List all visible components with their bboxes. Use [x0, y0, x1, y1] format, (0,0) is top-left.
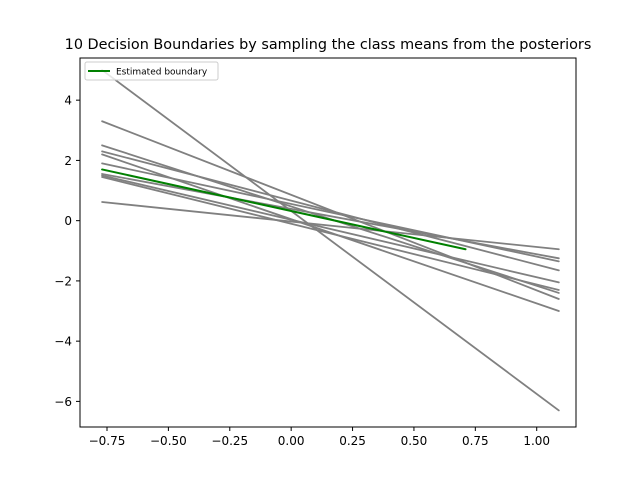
x-axis: −0.75 −0.50 −0.25 0.00 0.25 0.50 0.75 1.00 — [89, 427, 550, 448]
sample-boundary-line-4 — [101, 150, 560, 272]
legend-label-estimated-boundary: Estimated boundary — [116, 68, 208, 78]
legend-box — [84, 61, 219, 81]
chart-title: 10 Decision Boundaries by sampling the c… — [65, 37, 592, 53]
x-tick-label: 1.00 — [523, 434, 550, 448]
axes-frame — [79, 57, 577, 428]
x-tick-label: 0.50 — [401, 434, 428, 448]
y-tick-label: 0 — [64, 214, 72, 228]
estimated-boundary-line — [101, 168, 467, 251]
y-tick-label: −4 — [54, 335, 72, 349]
x-tick-label: −0.50 — [150, 434, 187, 448]
x-tick-label: 0.75 — [462, 434, 489, 448]
estimate-lines — [101, 168, 467, 251]
plot-area — [101, 69, 560, 412]
sample-boundary-line-8 — [101, 174, 560, 284]
y-tick-label: 4 — [64, 94, 72, 108]
x-tick-label: −0.75 — [89, 434, 126, 448]
y-tick-label: −2 — [54, 274, 72, 288]
sample-boundary-line-10 — [101, 201, 560, 251]
y-tick-label: −6 — [54, 395, 72, 409]
x-tick-label: −0.25 — [211, 434, 248, 448]
legend: Estimated boundary — [84, 61, 219, 81]
x-tick-label: 0.00 — [278, 434, 305, 448]
sample-boundary-line-1 — [101, 69, 560, 412]
sample-boundary-line-7 — [101, 173, 560, 260]
x-tick-label: 0.25 — [339, 434, 366, 448]
y-axis: −6 −4 −2 0 2 4 — [54, 94, 80, 409]
y-tick-label: 2 — [64, 154, 72, 168]
sample-boundary-line-6 — [101, 162, 560, 263]
sample-boundary-line-9 — [101, 176, 560, 291]
sample-lines — [101, 69, 560, 412]
